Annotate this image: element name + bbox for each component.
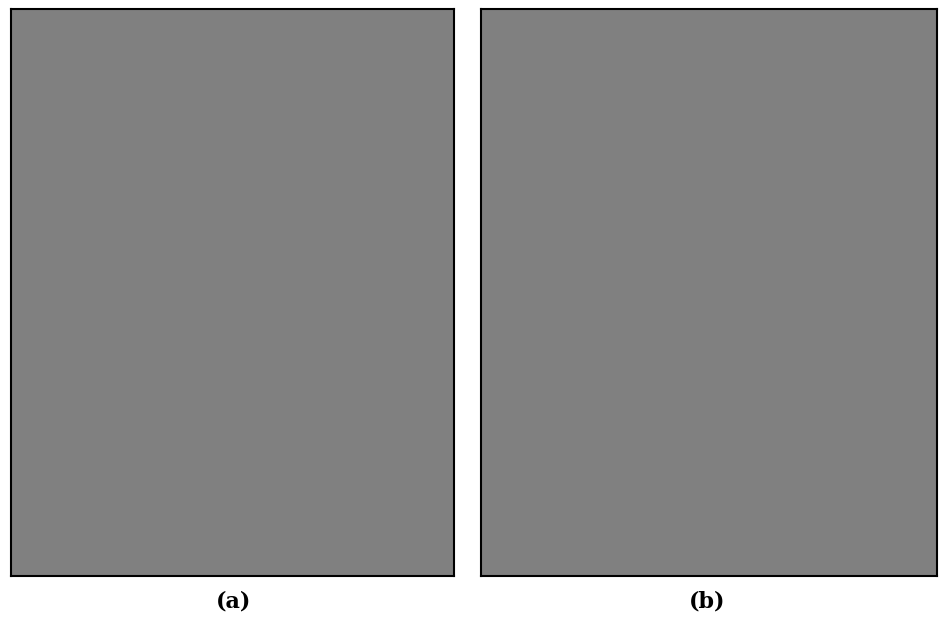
Text: (b): (b): [690, 590, 726, 612]
Text: (a): (a): [216, 590, 252, 612]
